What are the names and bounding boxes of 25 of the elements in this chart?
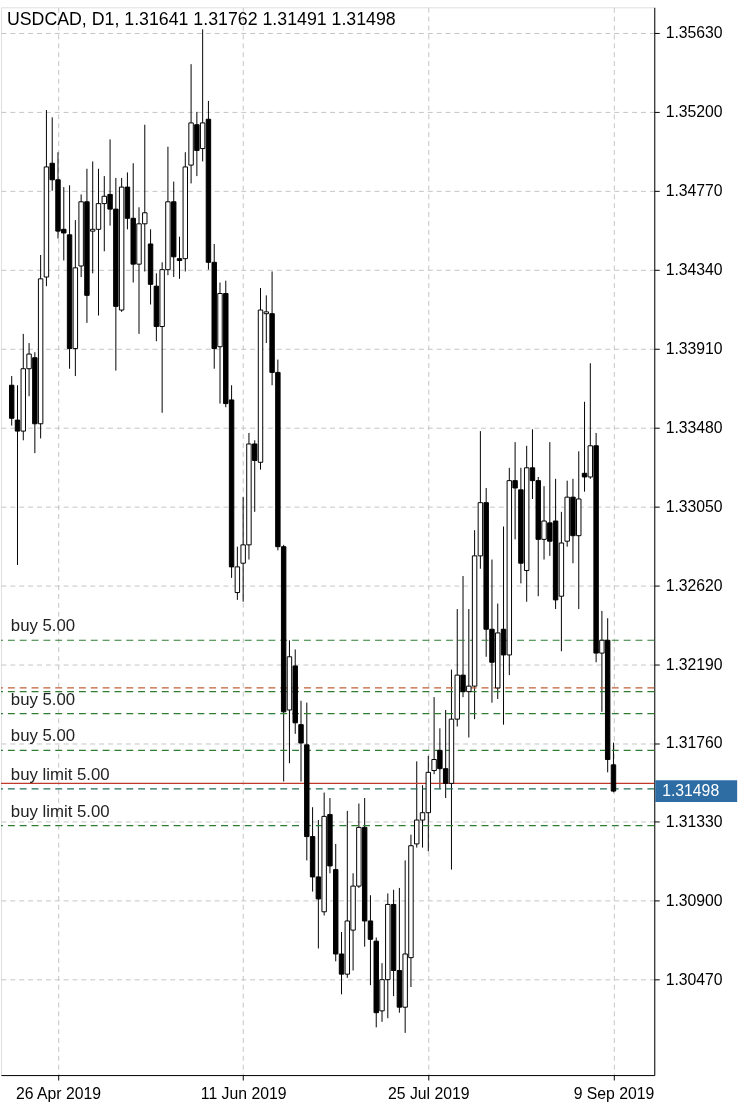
y-tick-label: 1.33910 [665, 339, 723, 357]
x-tick-label: 11 Jun 2019 [200, 1085, 287, 1103]
ref-line-label: buy limit 5.00 [10, 764, 110, 784]
x-tick-label: 26 Apr 2019 [15, 1085, 102, 1103]
text: 1.31498 [662, 782, 720, 799]
ref-line-label: buy limit 5.00 [10, 801, 110, 821]
x-tick-label: 25 Jul 2019 [388, 1085, 470, 1103]
y-tick-label: 1.34770 [665, 182, 723, 200]
y-tick-label: 1.33480 [665, 418, 723, 436]
y-tick-label: 1.32190 [665, 655, 723, 673]
y-tick-label: 1.31330 [665, 813, 723, 831]
y-tick-label: 1.34340 [665, 261, 723, 279]
y-tick-label: 1.32620 [665, 576, 723, 594]
candlestick [298, 700, 304, 783]
ref-line-label: buy 5.00 [10, 726, 76, 746]
ref-line-label: buy 5.00 [10, 689, 76, 709]
x-tick-label: 9 Sep 2019 [573, 1085, 655, 1103]
chart-title: USDCAD, D1, 1.31641 1.31762 1.31491 1.31498 [6, 9, 396, 30]
y-tick-label: 1.35200 [665, 103, 723, 121]
y-tick-label: 1.33050 [665, 497, 723, 515]
y-tick-label: 1.35630 [665, 24, 723, 42]
y-tick-label: 1.30470 [665, 971, 723, 989]
y-tick-label: 1.30900 [665, 892, 723, 910]
y-tick-label: 1.31760 [665, 734, 723, 752]
ref-line-label: buy 5.00 [10, 616, 76, 636]
